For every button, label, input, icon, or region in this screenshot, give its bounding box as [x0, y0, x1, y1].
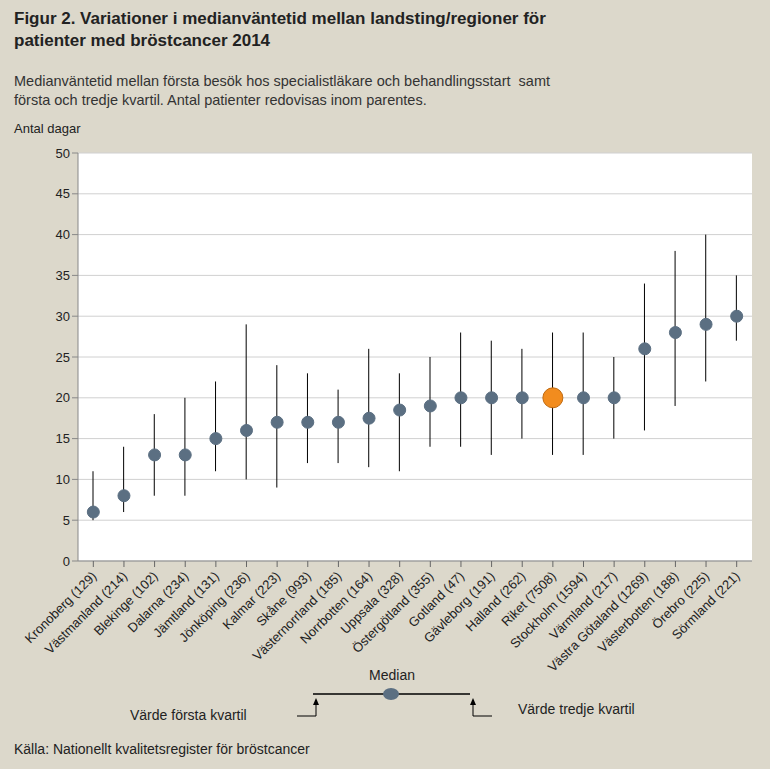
svg-text:Värde första kvartil: Värde första kvartil: [130, 707, 247, 723]
svg-text:Kalmar (223): Kalmar (223): [219, 568, 284, 633]
html-text:Figur 2. Variationer i medianv: Figur 2. Variationer i medianväntetid me…: [14, 9, 546, 28]
html-text:första och tredje kvartil. Ant: första och tredje kvartil. Antal patient…: [14, 92, 427, 108]
svg-text:Blekinge (102): Blekinge (102): [90, 568, 161, 639]
svg-text:Skåne (993): Skåne (993): [253, 568, 314, 630]
svg-text:25: 25: [56, 350, 70, 365]
svg-text:Östergötland (355): Östergötland (355): [349, 568, 437, 656]
svg-text:Median: Median: [369, 667, 415, 683]
svg-text:Gävleborg (191): Gävleborg (191): [420, 568, 498, 646]
svg-text:Uppsala (328): Uppsala (328): [337, 568, 406, 637]
svg-text:Jönköping (236): Jönköping (236): [176, 568, 253, 645]
svg-text:Norrbotten (164): Norrbotten (164): [297, 568, 376, 647]
svg-text:5: 5: [63, 513, 70, 528]
html-text:Källa: Nationellt kvalitetsreg: Källa: Nationellt kvalitetsregister för …: [14, 741, 310, 757]
svg-text:Värde tredje kvartil: Värde tredje kvartil: [518, 701, 635, 717]
svg-text:Kronoberg (129): Kronoberg (129): [21, 568, 100, 647]
svg-text:Sörmland (221): Sörmland (221): [669, 569, 743, 643]
svg-text:Dalarna (234): Dalarna (234): [124, 568, 192, 636]
svg-text:Halland (262): Halland (262): [462, 568, 529, 635]
svg-text:Gotland (47): Gotland (47): [405, 568, 468, 631]
svg-text:Riket (7508): Riket (7508): [498, 568, 559, 630]
svg-text:Västmanland (214): Västmanland (214): [41, 568, 131, 657]
html-text:Medianväntetid mellan första b: Medianväntetid mellan första besök hos s…: [14, 73, 550, 89]
svg-text:40: 40: [56, 227, 70, 242]
svg-text:Västernorrland (185): Västernorrland (185): [249, 568, 345, 664]
svg-text:Värmland (217): Värmland (217): [546, 568, 621, 643]
svg-text:30: 30: [56, 309, 70, 324]
svg-text:0: 0: [63, 554, 70, 569]
svg-text:20: 20: [56, 390, 70, 405]
svg-text:45: 45: [56, 186, 70, 201]
svg-text:35: 35: [56, 268, 70, 283]
svg-text:50: 50: [56, 146, 70, 161]
html-text:patienter med bröstcancer 2014: patienter med bröstcancer 2014: [14, 31, 271, 50]
svg-text:10: 10: [56, 472, 70, 487]
svg-text:Västerbotten (188): Västerbotten (188): [594, 568, 682, 656]
svg-text:Örebro (225): Örebro (225): [648, 568, 713, 632]
svg-text:Jämtland (131): Jämtland (131): [150, 568, 222, 641]
svg-text:Stockholm (1594): Stockholm (1594): [507, 568, 590, 652]
svg-text:15: 15: [56, 431, 70, 446]
html-text:Antal dagar: Antal dagar: [14, 121, 81, 136]
